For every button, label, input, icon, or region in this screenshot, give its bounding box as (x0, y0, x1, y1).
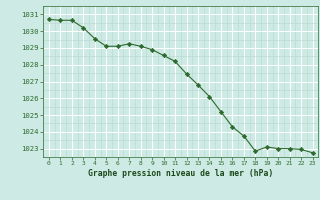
X-axis label: Graphe pression niveau de la mer (hPa): Graphe pression niveau de la mer (hPa) (88, 169, 273, 178)
